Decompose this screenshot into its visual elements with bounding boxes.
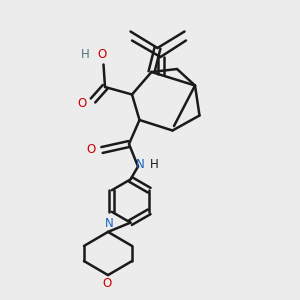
Text: N: N bbox=[104, 217, 113, 230]
Text: O: O bbox=[98, 48, 106, 61]
Text: H: H bbox=[81, 48, 90, 61]
Text: O: O bbox=[78, 97, 87, 110]
Text: N: N bbox=[136, 158, 145, 172]
Text: O: O bbox=[103, 277, 112, 290]
Text: H: H bbox=[149, 158, 158, 172]
Text: O: O bbox=[86, 143, 95, 156]
